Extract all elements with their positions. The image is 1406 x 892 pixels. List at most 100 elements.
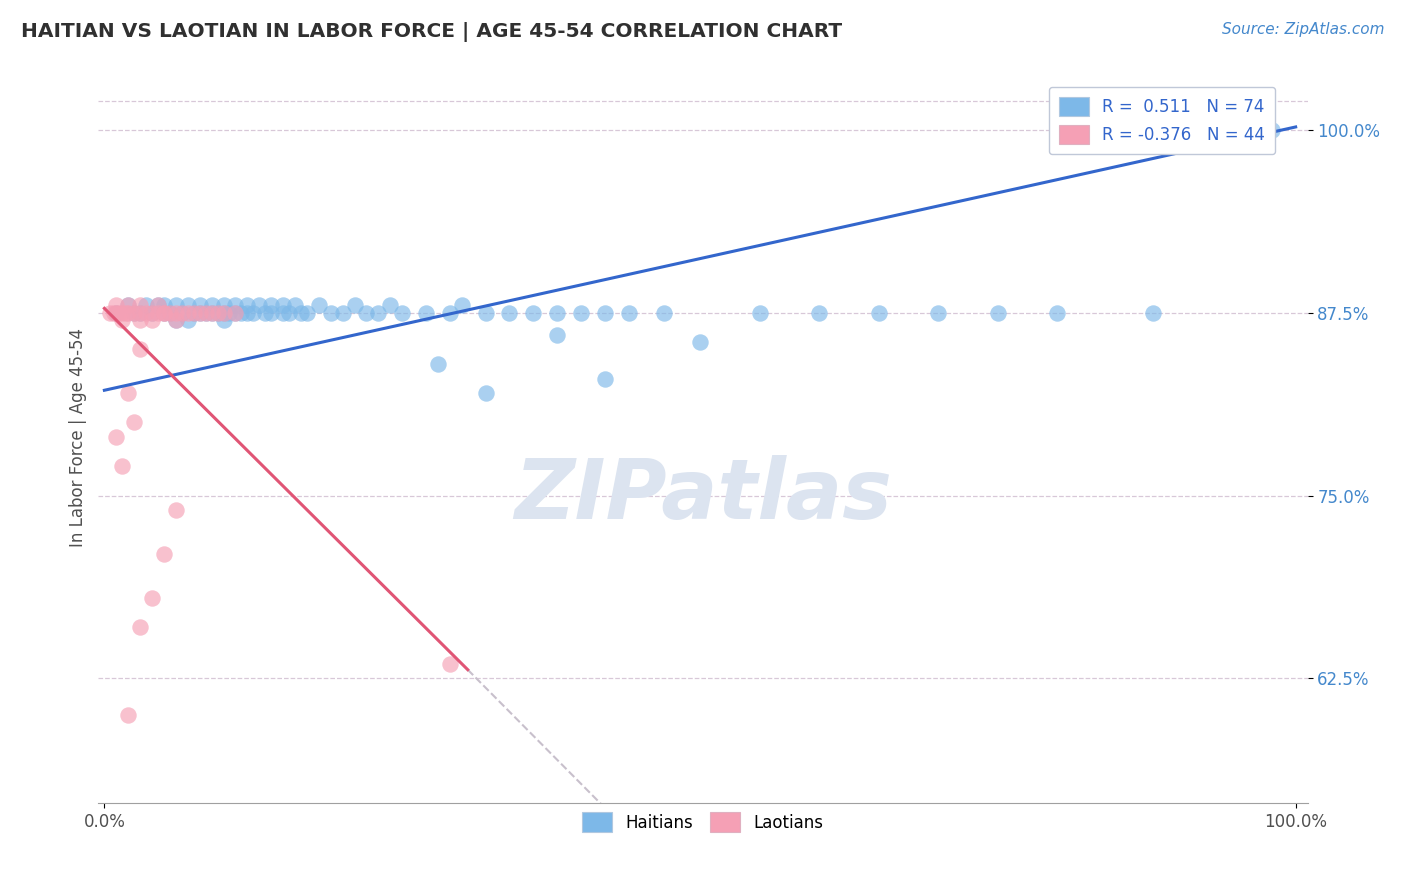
Point <box>159 306 181 320</box>
Point <box>165 298 187 312</box>
Point <box>236 306 259 320</box>
Point <box>290 306 312 320</box>
Point <box>165 306 187 320</box>
Point <box>808 306 831 320</box>
Point <box>236 298 259 312</box>
Point <box>194 306 217 320</box>
Point <box>105 298 128 312</box>
Point <box>117 298 139 312</box>
Point <box>114 306 136 320</box>
Point <box>689 334 711 349</box>
Point <box>141 306 163 320</box>
Point <box>107 306 129 320</box>
Point <box>141 306 163 320</box>
Point <box>260 306 283 320</box>
Point <box>146 298 169 312</box>
Point <box>188 306 211 320</box>
Point <box>105 306 128 320</box>
Point <box>343 298 366 312</box>
Point <box>153 306 176 320</box>
Point <box>1046 306 1069 320</box>
Point <box>153 306 176 320</box>
Point <box>380 298 402 312</box>
Point <box>129 620 152 634</box>
Point <box>117 708 139 723</box>
Point <box>546 306 568 320</box>
Point <box>117 386 139 401</box>
Point <box>111 313 134 327</box>
Point <box>271 306 294 320</box>
Point <box>207 306 229 320</box>
Point <box>98 306 121 320</box>
Point <box>224 306 246 320</box>
Point <box>868 306 890 320</box>
Point <box>987 306 1010 320</box>
Point <box>212 306 235 320</box>
Point <box>141 591 163 605</box>
Point <box>271 298 294 312</box>
Point <box>308 298 330 312</box>
Point <box>242 306 264 320</box>
Point <box>111 459 134 474</box>
Point <box>141 313 163 327</box>
Point <box>105 430 128 444</box>
Point <box>748 306 770 320</box>
Point <box>474 386 496 401</box>
Point <box>170 306 193 320</box>
Point <box>593 306 616 320</box>
Point <box>450 298 472 312</box>
Point <box>183 306 205 320</box>
Point <box>165 313 187 327</box>
Point <box>177 298 200 312</box>
Y-axis label: In Labor Force | Age 45-54: In Labor Force | Age 45-54 <box>69 327 87 547</box>
Point <box>212 298 235 312</box>
Point <box>231 306 253 320</box>
Point <box>165 503 187 517</box>
Point <box>200 298 222 312</box>
Point <box>153 298 176 312</box>
Point <box>1261 123 1284 137</box>
Point <box>177 313 200 327</box>
Point <box>117 306 139 320</box>
Point <box>200 306 222 320</box>
Point <box>111 306 134 320</box>
Point <box>356 306 378 320</box>
Point <box>569 306 592 320</box>
Point <box>153 547 176 561</box>
Point <box>260 298 283 312</box>
Point <box>103 306 125 320</box>
Point <box>135 298 157 312</box>
Point <box>122 306 145 320</box>
Point <box>200 306 222 320</box>
Point <box>332 306 354 320</box>
Point <box>224 306 246 320</box>
Point <box>652 306 675 320</box>
Point <box>129 313 152 327</box>
Point <box>105 306 128 320</box>
Point <box>194 306 217 320</box>
Point <box>117 298 139 312</box>
Point <box>122 306 145 320</box>
Point <box>165 313 187 327</box>
Point <box>278 306 301 320</box>
Point <box>135 306 157 320</box>
Point <box>183 306 205 320</box>
Point <box>170 306 193 320</box>
Point <box>498 306 520 320</box>
Point <box>122 416 145 430</box>
Point <box>129 306 152 320</box>
Point <box>295 306 318 320</box>
Point <box>474 306 496 320</box>
Point <box>207 306 229 320</box>
Point <box>284 298 307 312</box>
Point <box>129 298 152 312</box>
Point <box>367 306 389 320</box>
Point <box>177 306 200 320</box>
Point <box>159 306 181 320</box>
Point <box>153 306 176 320</box>
Point <box>617 306 640 320</box>
Text: ZIPatlas: ZIPatlas <box>515 455 891 536</box>
Point <box>426 357 449 371</box>
Point <box>927 306 949 320</box>
Point <box>247 298 270 312</box>
